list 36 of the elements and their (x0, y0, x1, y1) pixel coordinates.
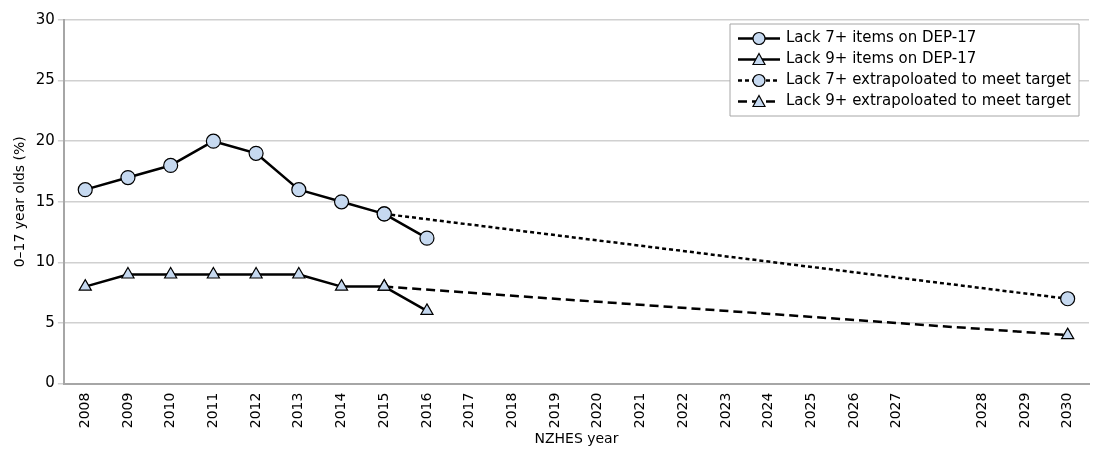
y-tick-label: 25 (35, 70, 55, 89)
x-tick-label: 2010 (161, 392, 178, 429)
y-tick-label: 15 (35, 191, 55, 210)
x-tick-label: 2024 (759, 392, 776, 429)
x-tick-label: 2009 (118, 392, 135, 429)
x-tick-label: 2028 (972, 392, 989, 429)
x-tick-label: 2011 (204, 392, 221, 429)
x-tick-label: 2013 (289, 392, 306, 429)
x-tick-label: 2008 (75, 392, 92, 429)
x-tick-label: 2019 (545, 392, 562, 429)
x-tick-label: 2027 (887, 392, 904, 429)
legend-label: Lack 9+ items on DEP-17 (786, 49, 977, 68)
x-tick-label: 2026 (844, 392, 861, 429)
legend-label: Lack 7+ extrapoloated to meet target (786, 70, 1072, 89)
legend-label: Lack 9+ extrapoloated to meet target (786, 91, 1072, 110)
x-tick-label: 2018 (503, 392, 520, 429)
y-tick-label: 30 (35, 9, 55, 28)
y-axis-title: 0–17 year olds (%) (11, 136, 28, 268)
y-tick-label: 0 (45, 373, 55, 392)
x-tick-label: 2014 (332, 392, 349, 429)
x-tick-label: 2021 (631, 392, 648, 429)
x-tick-label: 2012 (246, 392, 263, 429)
x-tick-label: 2030 (1058, 392, 1075, 429)
x-tick-label: 2016 (417, 392, 434, 429)
y-tick-label: 20 (35, 131, 55, 150)
y-tick-label: 10 (35, 252, 55, 271)
legend-label: Lack 7+ items on DEP-17 (786, 28, 977, 47)
x-tick-label: 2017 (460, 392, 477, 429)
x-axis-title: NZHES year (534, 430, 619, 447)
x-tick-label: 2023 (716, 392, 733, 429)
x-tick-label: 2025 (802, 392, 819, 429)
x-tick-label: 2029 (1015, 392, 1032, 429)
x-tick-label: 2015 (374, 392, 391, 429)
x-tick-label: 2022 (673, 392, 690, 429)
y-tick-label: 5 (45, 312, 55, 331)
x-tick-label: 2020 (588, 392, 605, 429)
